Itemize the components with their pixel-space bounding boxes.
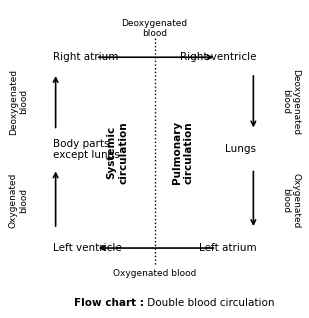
Text: Right atrium: Right atrium	[53, 52, 118, 62]
Text: Systemic
circulation: Systemic circulation	[107, 121, 128, 184]
Text: Left ventricle: Left ventricle	[53, 243, 121, 253]
Text: Oxygenated
blood: Oxygenated blood	[9, 173, 28, 228]
Text: Left atrium: Left atrium	[199, 243, 256, 253]
Text: Right ventricle: Right ventricle	[180, 52, 256, 62]
Text: Flow chart :: Flow chart :	[74, 299, 144, 308]
Text: Deoxygenated
blood: Deoxygenated blood	[281, 69, 300, 135]
Text: Deoxygenated
blood: Deoxygenated blood	[121, 19, 188, 38]
Text: Deoxygenated
blood: Deoxygenated blood	[9, 69, 28, 135]
Text: Lungs: Lungs	[226, 144, 256, 155]
Text: Pulmonary
circulation: Pulmonary circulation	[171, 121, 193, 184]
Text: Oxygenated
blood: Oxygenated blood	[281, 173, 300, 228]
Text: Body parts
except lungs: Body parts except lungs	[53, 139, 119, 160]
Text: Oxygenated blood: Oxygenated blood	[113, 269, 196, 278]
Text: Double blood circulation: Double blood circulation	[144, 299, 274, 308]
